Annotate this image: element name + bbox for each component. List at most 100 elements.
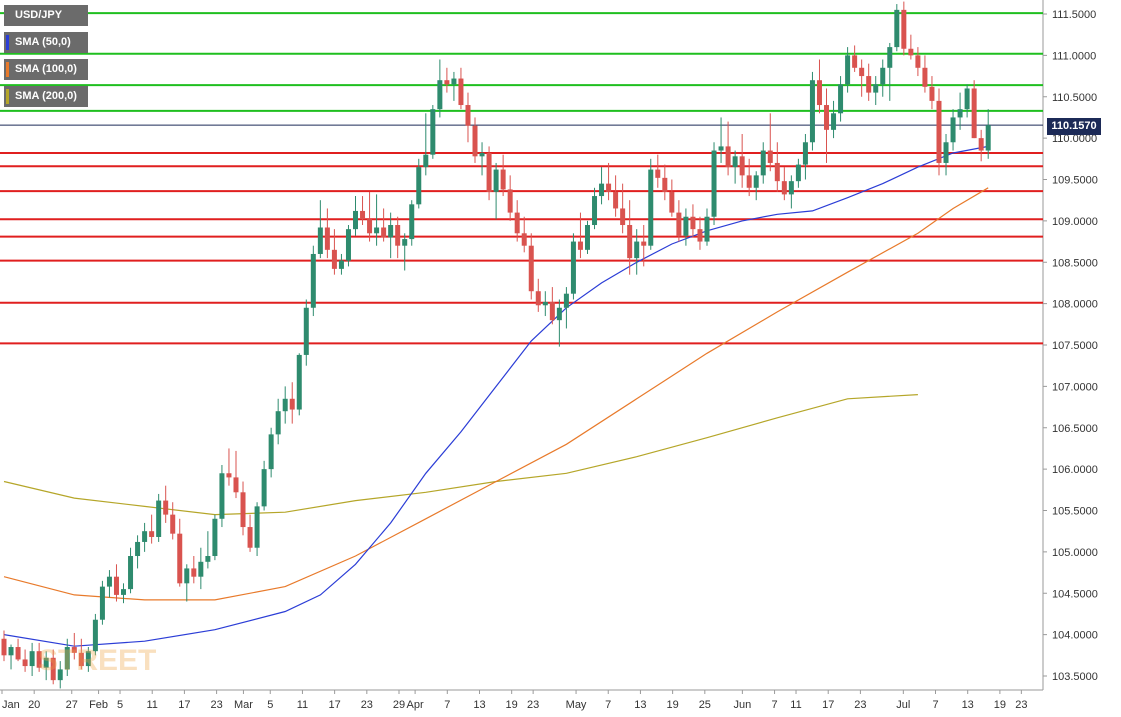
x-tick-label: 17 (822, 699, 834, 711)
candle-body (374, 227, 380, 234)
y-tick-label: 108.0000 (1052, 299, 1098, 311)
candle-body (275, 411, 281, 435)
candle-body (725, 146, 731, 168)
candle-body (233, 477, 239, 493)
candle-body (662, 177, 668, 192)
candle-body (978, 138, 984, 151)
candle-body (577, 241, 583, 250)
candle-body (514, 212, 520, 234)
candle-body (360, 210, 366, 220)
candle-body (718, 146, 724, 151)
candle-body (556, 307, 562, 321)
x-tick-label: 7 (771, 699, 777, 711)
candle-body (240, 492, 246, 528)
x-tick-label: 7 (605, 699, 611, 711)
candle-body (170, 514, 176, 534)
candle-body (219, 473, 225, 519)
candle-body (71, 647, 77, 653)
candle-body (908, 48, 914, 56)
candle-body (64, 647, 70, 670)
y-tick-label: 105.0000 (1052, 547, 1098, 559)
candle-body (247, 527, 253, 548)
candle-body (500, 169, 506, 190)
candle-body (289, 398, 295, 410)
candle-body (212, 518, 218, 557)
candle-body (261, 469, 267, 507)
candle-body (50, 657, 56, 681)
candle-body (887, 47, 893, 68)
y-tick-label: 111.5000 (1052, 9, 1096, 21)
candle-body (866, 76, 872, 93)
candle-body (809, 80, 815, 143)
candle-body (767, 150, 773, 163)
candle-body (774, 162, 780, 182)
x-tick-label: 25 (699, 699, 711, 711)
candle-body (184, 568, 190, 584)
y-tick-label: 104.0000 (1052, 630, 1098, 642)
candle-body (451, 78, 457, 85)
y-tick-label: 109.5000 (1052, 175, 1098, 187)
sma50-swatch (6, 35, 9, 50)
legend-sma200[interactable]: SMA (200,0) (4, 86, 88, 107)
legend-sma50[interactable]: SMA (50,0) (4, 32, 88, 53)
x-tick-label: Jul (896, 699, 910, 711)
candle-body (142, 531, 148, 542)
x-tick-label: 11 (297, 699, 308, 711)
y-tick-label: 107.5000 (1052, 340, 1098, 352)
x-tick-label: 19 (994, 699, 1006, 711)
candle-body (8, 647, 14, 656)
sma100-swatch (6, 62, 9, 77)
candle-body (268, 434, 274, 470)
candle-body (191, 568, 197, 577)
candle-body (226, 473, 232, 478)
candle-body (29, 651, 35, 667)
candle-body (486, 153, 492, 192)
candle-body (964, 88, 970, 110)
y-tick-label: 108.5000 (1052, 257, 1098, 269)
candle-body (535, 291, 541, 306)
candle-body (423, 154, 429, 168)
symbol-label[interactable]: USD/JPY (4, 5, 88, 26)
y-axis: 111.5000 111.0000 110.5000 110.0000 109.5000… (1043, 9, 1098, 683)
candle-body (845, 55, 851, 85)
candle-body (345, 229, 351, 261)
candle-body (873, 84, 879, 93)
candle-body (458, 78, 464, 106)
x-tick-label: 23 (854, 699, 866, 711)
candle-body (683, 216, 689, 236)
candle-body (627, 225, 633, 259)
candle-body (205, 556, 211, 562)
candle-body (317, 227, 323, 254)
x-tick-label: Jan (2, 699, 20, 711)
candle-body (894, 9, 900, 48)
legend-sma100[interactable]: SMA (100,0) (4, 59, 88, 80)
candle-body (824, 105, 830, 130)
candle-body (198, 561, 204, 577)
candle-body (760, 150, 766, 176)
candle-body (353, 210, 358, 230)
x-tick-label: 23 (1015, 699, 1027, 711)
x-tick-label: 23 (527, 699, 539, 711)
y-tick-label: 110.5000 (1052, 92, 1097, 104)
candle-body (430, 109, 436, 155)
x-tick-label: 17 (329, 699, 341, 711)
candle-body (922, 67, 928, 87)
candle-body (177, 533, 183, 584)
candle-body (606, 183, 612, 192)
candle-body (43, 657, 49, 668)
candle-body (36, 651, 42, 668)
candle-body (929, 86, 935, 101)
candle-body (106, 576, 112, 587)
candle-body (732, 156, 738, 168)
candle-body (521, 233, 527, 246)
candle-body (437, 80, 443, 110)
candle-body (669, 191, 675, 213)
candlesticks (1, 1, 991, 689)
candle-body (711, 150, 717, 217)
y-tick-label: 110.0000 (1052, 133, 1097, 145)
candle-body (676, 212, 682, 236)
candle-body (465, 105, 471, 126)
candle-body (156, 500, 162, 537)
x-tick-label: 19 (506, 699, 518, 711)
